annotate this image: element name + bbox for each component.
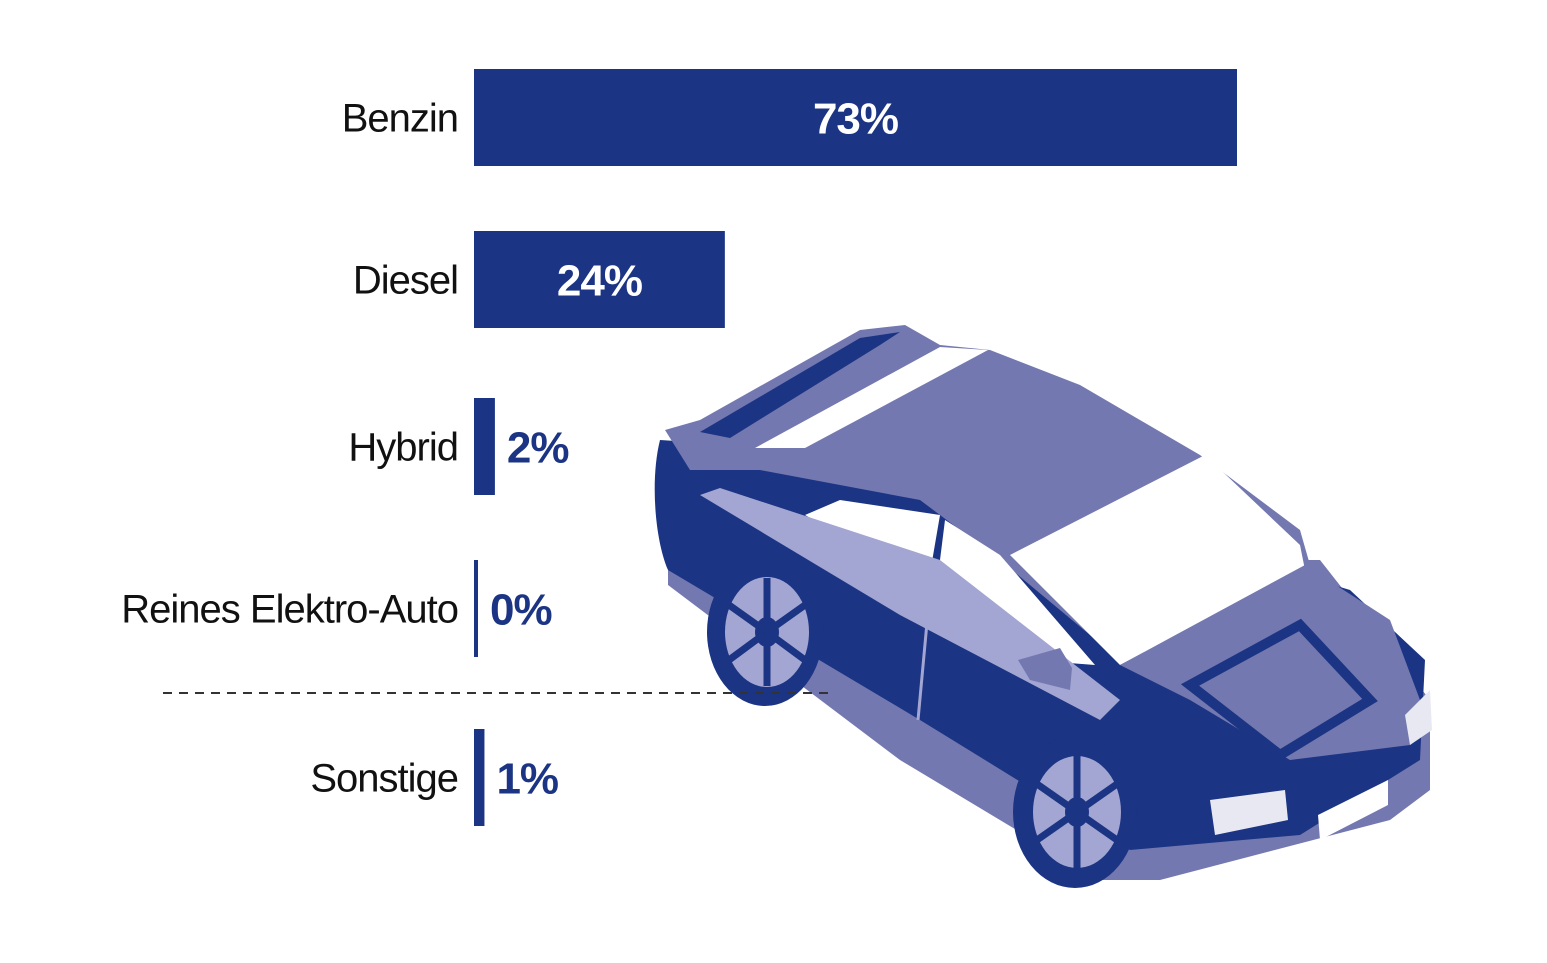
car-illustration — [654, 325, 1432, 888]
car-roof-stripe — [755, 347, 988, 448]
value-label: 2% — [507, 424, 569, 473]
car-side-stripe — [700, 488, 1120, 720]
car-roof-edge — [700, 332, 900, 438]
bar-3 — [474, 560, 478, 657]
car-door-line — [916, 589, 932, 721]
bar-2 — [474, 398, 495, 495]
car-windshield — [1010, 455, 1305, 665]
category-label: Diesel — [353, 259, 458, 303]
car-mirror — [1018, 648, 1072, 690]
car-plate — [1318, 780, 1388, 840]
category-label: Hybrid — [348, 426, 458, 470]
car-hood-line — [1180, 618, 1378, 762]
value-label: 24% — [557, 257, 642, 306]
bar-4 — [474, 729, 485, 826]
bars: Benzin 73% Diesel 24% Hybrid 2% Reines Elektro… — [121, 69, 1237, 826]
car-wheel-rear — [707, 558, 823, 706]
value-label: 73% — [813, 95, 898, 144]
value-label: 1% — [496, 755, 558, 804]
value-label: 0% — [490, 586, 552, 635]
car-headlight-left — [1210, 790, 1288, 835]
category-label: Sonstige — [310, 757, 458, 801]
category-label: Reines Elektro-Auto — [121, 588, 458, 632]
category-label: Benzin — [342, 97, 458, 141]
bar-0 — [474, 69, 1237, 166]
bar-1 — [474, 231, 725, 328]
car-wheel-front — [1013, 736, 1137, 888]
car-headlight-right — [1405, 690, 1432, 745]
car-side-window-front — [935, 520, 1095, 665]
